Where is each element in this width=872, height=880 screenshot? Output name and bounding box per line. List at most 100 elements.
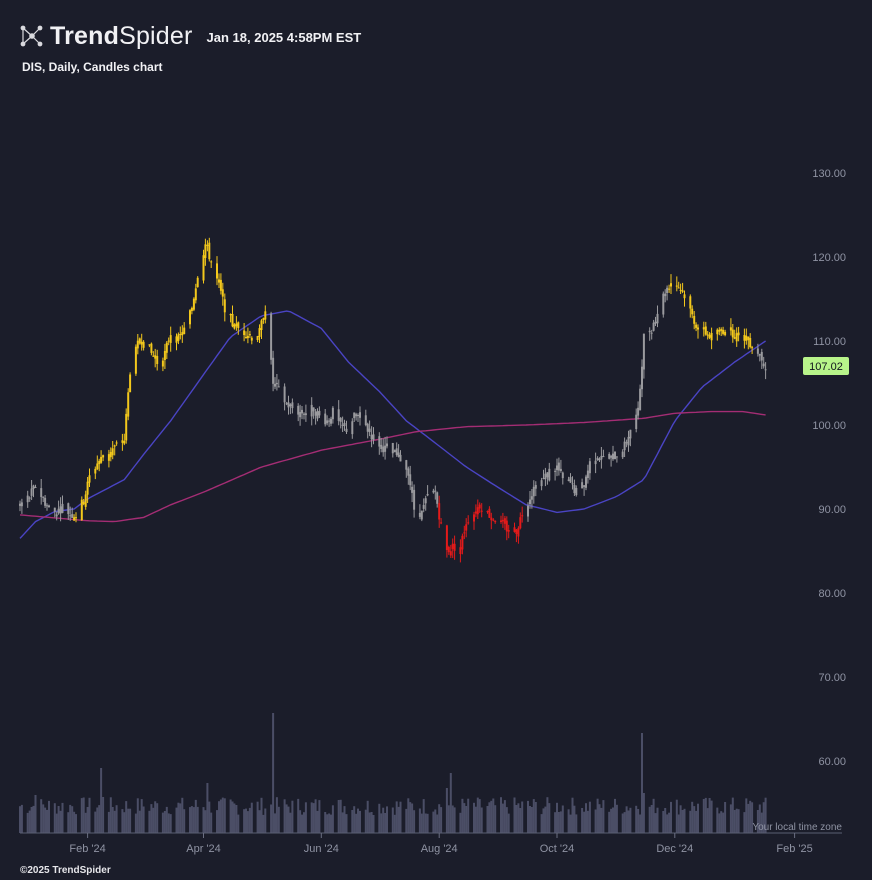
- volume-bar: [314, 799, 317, 833]
- copyright: ©2025 TrendSpider: [20, 865, 111, 876]
- volume-bar: [245, 808, 247, 833]
- candle-body: [608, 454, 611, 459]
- candle: [275, 374, 278, 391]
- candle-body: [407, 468, 410, 476]
- candle-body: [583, 485, 586, 487]
- volume-bar: [277, 806, 280, 833]
- volume-bar: [231, 801, 234, 833]
- candle: [486, 510, 489, 514]
- candle: [125, 408, 128, 444]
- volume-bar: [745, 798, 748, 833]
- candle-body: [28, 497, 31, 499]
- candle-body: [447, 547, 450, 553]
- candle: [260, 319, 263, 339]
- volume-bar: [505, 807, 508, 833]
- candle-body: [71, 514, 74, 518]
- candle-body: [341, 424, 344, 426]
- volume-bar: [20, 804, 23, 833]
- candle: [196, 276, 199, 288]
- candle: [175, 333, 178, 351]
- candle: [167, 337, 170, 346]
- volume-bar: [666, 814, 669, 833]
- volume-bar: [287, 806, 290, 833]
- volume-bar: [275, 797, 278, 833]
- candle: [231, 305, 234, 328]
- candle: [683, 290, 686, 307]
- candle: [426, 485, 429, 497]
- axis-layer: 130.00 120.00 110.00 100.00 90.00 80.00 70.00 6…: [69, 168, 846, 855]
- candle-body: [453, 543, 456, 551]
- volume-bar: [585, 803, 587, 833]
- volume-bar: [675, 799, 678, 833]
- candle: [84, 490, 87, 510]
- candle: [28, 496, 31, 502]
- volume-bar: [751, 802, 754, 833]
- candle: [749, 333, 752, 349]
- candle-body: [380, 444, 383, 449]
- volume-bar: [681, 810, 684, 833]
- candle: [152, 351, 155, 357]
- volume-bar: [258, 810, 261, 833]
- volume-bar: [204, 810, 207, 833]
- candle-body: [297, 405, 300, 415]
- volume-bar: [449, 773, 452, 833]
- y-tick-label: 130.00: [812, 168, 846, 180]
- candle-body: [264, 311, 267, 320]
- candle: [650, 329, 653, 340]
- candle-body: [287, 402, 290, 408]
- candle-body: [384, 445, 387, 452]
- volume-bar: [492, 798, 495, 833]
- candle-body: [527, 505, 529, 517]
- candle-body: [718, 329, 721, 332]
- volume-bar: [426, 813, 429, 833]
- volume-bar: [602, 800, 605, 833]
- candle-body: [614, 451, 616, 460]
- candle: [206, 240, 209, 252]
- volume-bar: [123, 812, 126, 833]
- volume-bar: [488, 802, 491, 833]
- candle: [679, 283, 682, 294]
- candle: [627, 430, 630, 452]
- candle: [304, 404, 307, 422]
- volume-bar: [169, 814, 172, 833]
- volume-bar: [706, 808, 709, 833]
- volume-bar: [177, 802, 180, 833]
- candle-body: [532, 486, 535, 497]
- candle: [277, 379, 280, 388]
- candle: [530, 489, 533, 509]
- volume-bar: [19, 806, 21, 833]
- price-chart[interactable]: 130.00 120.00 110.00 100.00 90.00 80.00 70.00 6…: [0, 0, 872, 860]
- candle-body: [326, 420, 329, 424]
- x-tick-label: Aug '24: [421, 843, 458, 855]
- candle-body: [237, 322, 240, 328]
- volume-bar: [291, 800, 294, 833]
- volume-bar: [384, 813, 387, 833]
- volume-bar: [161, 812, 164, 833]
- candle: [399, 450, 402, 462]
- candle: [250, 336, 253, 345]
- volume-bar: [190, 806, 193, 833]
- candle: [664, 289, 667, 303]
- candle-body: [202, 255, 205, 281]
- volume-bar: [194, 799, 197, 833]
- candle-body: [733, 337, 736, 339]
- candle: [758, 353, 761, 362]
- volume-bar: [519, 808, 522, 833]
- volume-bar: [326, 814, 329, 833]
- candle: [409, 465, 412, 491]
- candle-body: [540, 480, 543, 487]
- volume-bar: [407, 798, 410, 833]
- candle: [53, 507, 56, 518]
- candle-body: [594, 460, 597, 465]
- candle: [670, 274, 672, 294]
- candle-body: [411, 486, 414, 493]
- volume-bar: [233, 803, 236, 833]
- volume-bar: [664, 808, 667, 833]
- candle: [554, 468, 557, 481]
- candle-body: [494, 520, 497, 523]
- candle-body: [513, 527, 516, 532]
- candle-body: [359, 412, 361, 418]
- candle-body: [478, 504, 481, 509]
- candle: [521, 506, 524, 523]
- candle: [542, 469, 545, 480]
